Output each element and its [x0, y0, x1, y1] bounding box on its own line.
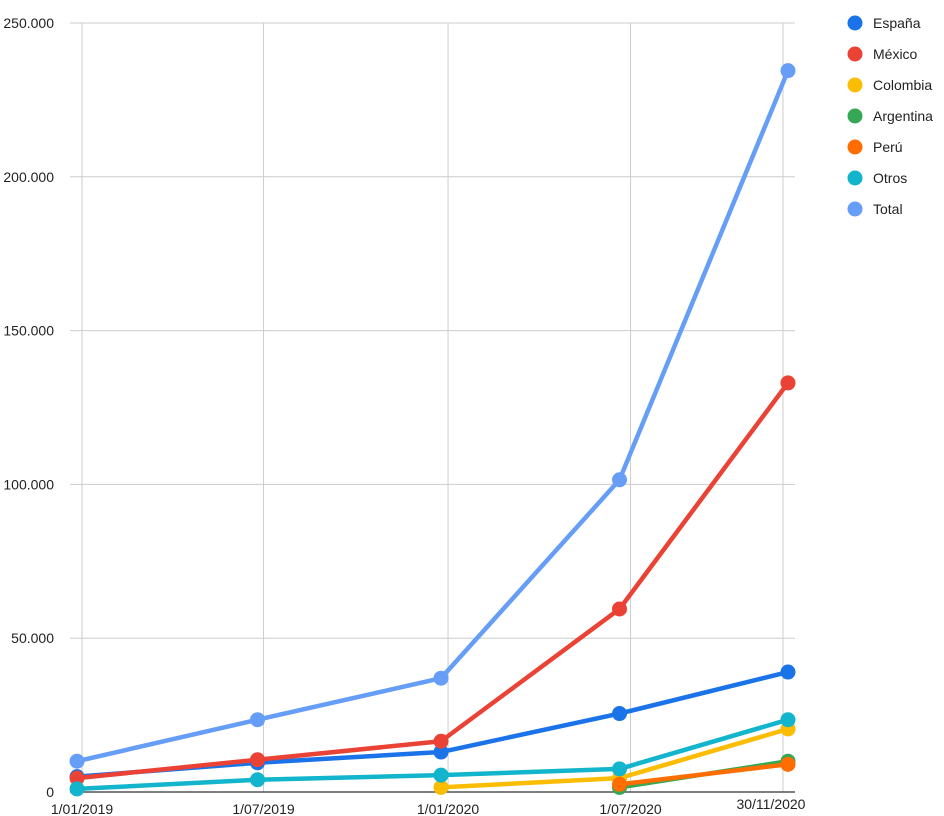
- y-tick-label: 100.000: [3, 476, 54, 492]
- data-point-total: [69, 753, 85, 769]
- x-tick-label: 1/01/2019: [51, 801, 113, 816]
- data-point-total: [612, 472, 628, 488]
- legend-item-espana: España: [847, 15, 921, 31]
- legend-item-total: Total: [847, 201, 903, 217]
- data-point-otros: [612, 761, 628, 777]
- x-tick-label: 1/07/2020: [599, 801, 661, 816]
- y-tick-label: 200.000: [3, 169, 54, 185]
- legend-swatch: [847, 201, 863, 217]
- legend-label: Total: [873, 201, 903, 217]
- legend-label: Perú: [873, 139, 903, 155]
- legend-item-otros: Otros: [847, 170, 907, 186]
- y-tick-label: 0: [46, 784, 54, 800]
- series-line-peru: [617, 762, 791, 787]
- data-point-mexico: [433, 733, 449, 749]
- data-point-peru: [780, 756, 796, 772]
- data-point-otros: [433, 767, 449, 783]
- legend-swatch: [847, 15, 863, 31]
- data-point-total: [433, 670, 449, 686]
- data-point-otros: [250, 772, 266, 788]
- data-point-mexico: [69, 770, 85, 786]
- data-point-colombia: [433, 779, 449, 795]
- legend-label: México: [873, 46, 918, 62]
- series-line-mexico: [74, 380, 791, 781]
- y-tick-label: 50.000: [11, 630, 54, 646]
- series-lines: [74, 68, 791, 792]
- legend-item-colombia: Colombia: [847, 77, 932, 93]
- legend-item-mexico: México: [847, 46, 918, 62]
- data-point-mexico: [612, 601, 628, 617]
- x-tick-label: 1/07/2019: [232, 801, 294, 816]
- data-point-otros: [780, 712, 796, 728]
- data-point-total: [780, 63, 796, 79]
- data-point-otros: [69, 781, 85, 797]
- series-line-total: [74, 68, 791, 764]
- data-point-peru: [612, 776, 628, 792]
- data-points: [69, 63, 796, 797]
- legend-item-argentina: Argentina: [847, 108, 933, 124]
- legend-item-peru: Perú: [847, 139, 903, 155]
- data-point-espana: [780, 664, 796, 680]
- data-point-mexico: [250, 752, 266, 768]
- legend-swatch: [847, 170, 863, 186]
- legend-swatch: [847, 139, 863, 155]
- legend: España México Colombia Argentina Perú Otros To…: [847, 15, 933, 217]
- legend-label: Otros: [873, 170, 907, 186]
- tick-labels: 0 50.000 100.000 150.000 200.000 250.000 1/01/…: [3, 15, 805, 816]
- legend-label: España: [873, 15, 921, 31]
- y-tick-label: 150.000: [3, 323, 54, 339]
- data-point-espana: [433, 744, 449, 760]
- gridlines: [70, 22, 795, 792]
- data-point-total: [250, 712, 266, 728]
- legend-label: Colombia: [873, 77, 932, 93]
- data-point-mexico: [780, 375, 796, 391]
- x-tick-label: 1/01/2020: [417, 801, 479, 816]
- legend-label: Argentina: [873, 108, 933, 124]
- y-tick-label: 250.000: [3, 15, 54, 31]
- legend-swatch: [847, 108, 863, 124]
- x-tick-label: 30/11/2020: [736, 796, 805, 812]
- legend-swatch: [847, 77, 863, 93]
- data-point-espana: [612, 706, 628, 722]
- legend-swatch: [847, 46, 863, 62]
